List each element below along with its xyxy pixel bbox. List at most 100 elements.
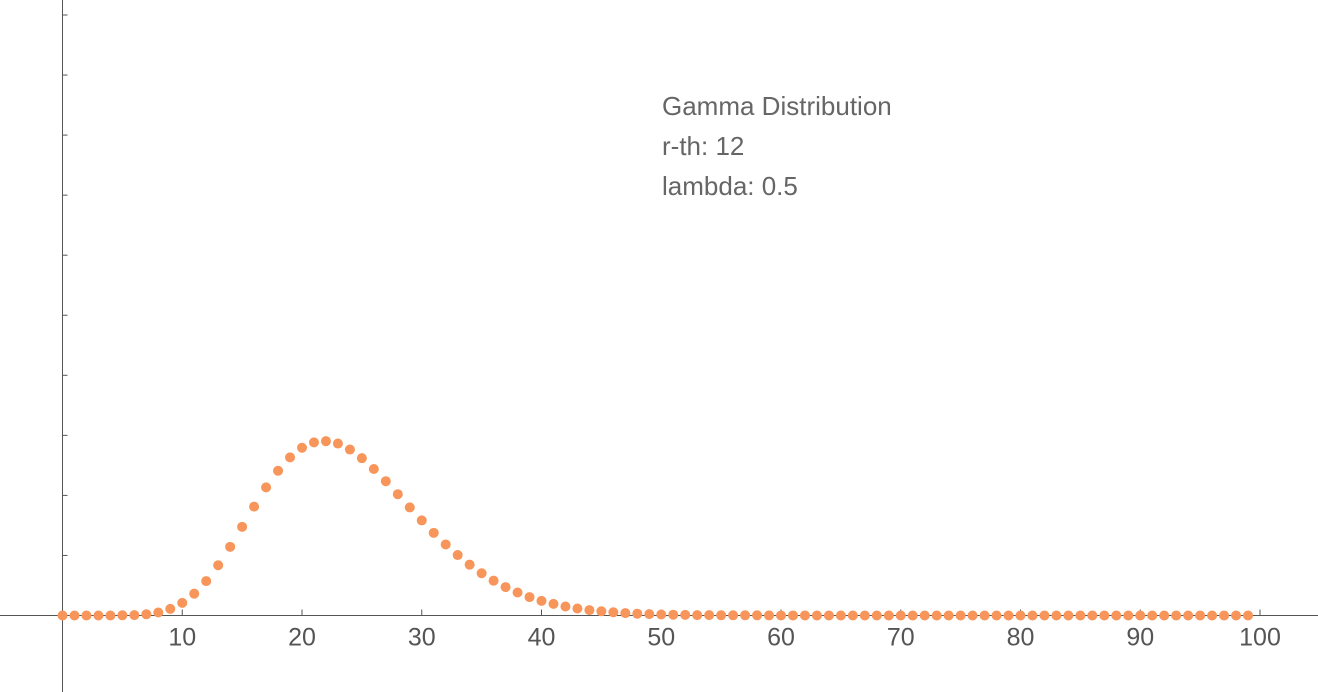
data-point <box>632 608 643 619</box>
data-point <box>1027 610 1038 621</box>
data-point <box>344 444 355 455</box>
data-point <box>859 610 870 621</box>
data-point <box>883 610 894 621</box>
data-point <box>656 609 667 620</box>
data-point <box>596 606 607 617</box>
x-tick-label: 20 <box>288 624 316 652</box>
annotation-line-1: Gamma Distribution <box>662 91 892 121</box>
data-point <box>943 610 954 621</box>
data-point <box>548 598 559 609</box>
data-point <box>1183 610 1194 621</box>
data-point <box>1063 610 1074 621</box>
data-point <box>201 576 212 587</box>
data-point <box>1195 610 1206 621</box>
data-point <box>1243 610 1254 621</box>
data-point <box>464 559 475 570</box>
data-point <box>81 610 92 621</box>
data-point <box>919 610 930 621</box>
x-tick-label: 80 <box>1007 624 1035 652</box>
data-point <box>416 515 427 526</box>
data-point <box>847 610 858 621</box>
data-point <box>776 610 786 621</box>
data-point <box>799 610 810 621</box>
data-point <box>620 608 631 619</box>
data-point <box>105 610 116 621</box>
data-point <box>69 610 80 621</box>
data-point <box>787 610 798 621</box>
data-point <box>668 609 679 620</box>
data-point <box>728 610 739 621</box>
x-tick-label: 100 <box>1239 624 1281 652</box>
data-point <box>189 588 200 599</box>
data-point <box>225 541 236 552</box>
data-point <box>704 610 715 621</box>
data-point <box>93 610 104 621</box>
data-point <box>1075 610 1086 621</box>
annotation-line-2: r-th: 12 <box>662 131 745 161</box>
data-point <box>536 595 547 606</box>
data-point <box>572 603 583 614</box>
data-point <box>524 592 535 603</box>
data-point <box>1051 610 1062 621</box>
data-point <box>1135 610 1146 621</box>
data-point <box>680 609 691 620</box>
data-point <box>740 610 751 621</box>
x-tick-label: 50 <box>647 624 675 652</box>
x-tick-label: 30 <box>408 624 436 652</box>
data-point <box>1231 610 1242 621</box>
data-point <box>213 560 224 571</box>
data-point <box>1219 610 1230 621</box>
x-tick-label: 60 <box>767 624 795 652</box>
data-point <box>955 610 966 621</box>
data-point <box>716 610 727 621</box>
data-point <box>452 550 463 561</box>
data-point <box>57 610 68 621</box>
data-point <box>811 610 822 621</box>
data-point <box>967 610 978 621</box>
data-point <box>1087 610 1098 621</box>
data-point <box>273 465 284 476</box>
data-point <box>752 610 763 621</box>
data-points <box>57 436 1254 621</box>
data-point <box>823 610 834 621</box>
data-point <box>285 452 296 463</box>
data-point <box>692 610 703 621</box>
data-point <box>488 575 499 586</box>
data-point <box>1171 610 1182 621</box>
data-point <box>512 587 523 598</box>
data-point <box>368 463 379 474</box>
data-point <box>1015 610 1026 621</box>
data-point <box>308 437 319 448</box>
data-point <box>931 610 942 621</box>
data-point <box>141 609 152 620</box>
data-point <box>320 436 331 447</box>
data-point <box>129 610 140 621</box>
data-point <box>404 502 415 513</box>
data-point <box>584 605 595 616</box>
data-point <box>644 609 655 620</box>
data-point <box>153 607 164 618</box>
data-point <box>871 610 882 621</box>
data-point <box>979 610 990 621</box>
data-point <box>117 610 128 621</box>
x-tick-label: 70 <box>887 624 915 652</box>
data-point <box>297 442 307 453</box>
data-point <box>177 597 188 608</box>
data-point <box>356 453 367 464</box>
y-ticks <box>62 14 68 556</box>
x-ticks: 10 20 30 40 50 60 70 80 90 100 <box>168 609 1281 652</box>
x-tick-label: 10 <box>168 624 196 652</box>
data-point <box>1003 610 1014 621</box>
data-point <box>764 610 775 621</box>
data-point <box>380 476 391 487</box>
data-point <box>261 482 272 493</box>
data-point <box>1039 610 1050 621</box>
data-point <box>428 527 439 538</box>
data-point <box>332 438 343 449</box>
x-tick-label: 90 <box>1126 624 1154 652</box>
data-point <box>560 601 571 612</box>
data-point <box>500 582 511 593</box>
data-point <box>1111 610 1122 621</box>
data-point <box>991 610 1002 621</box>
